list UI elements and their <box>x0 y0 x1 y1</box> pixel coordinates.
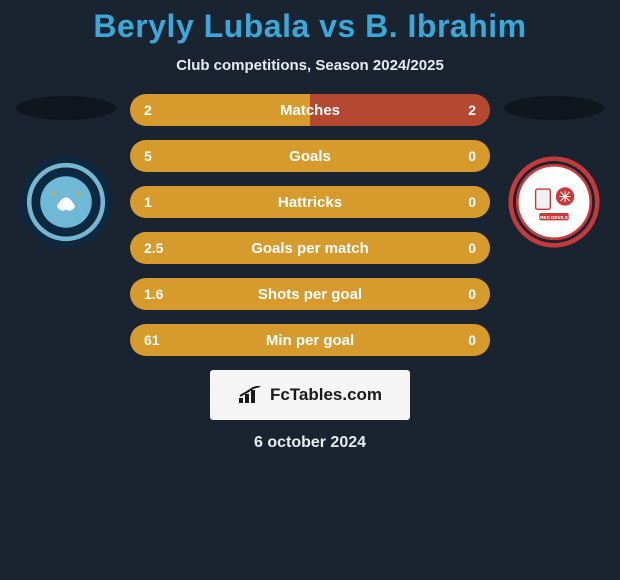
stat-bar-goals-per-match: 2.5 Goals per match 0 <box>130 232 490 264</box>
stat-label: Matches <box>280 102 340 119</box>
stat-label: Min per goal <box>266 332 354 349</box>
fctables-icon <box>238 386 264 404</box>
page-title: Beryly Lubala vs B. Ibrahim <box>0 8 620 45</box>
stat-value-left: 1.6 <box>144 286 163 302</box>
stat-value-left: 5 <box>144 148 152 164</box>
comparison-row: 2 Matches 2 5 Goals 0 1 Hattricks 0 2.5 Goals per … <box>0 92 620 356</box>
stat-bar-hattricks: 1 Hattricks 0 <box>130 186 490 218</box>
right-player-col: RED DEVILS <box>494 92 614 253</box>
player-shadow-left <box>16 96 116 120</box>
stat-value-right: 0 <box>468 240 476 256</box>
crawley-badge-icon: RED DEVILS <box>508 156 600 248</box>
watermark: FcTables.com <box>210 370 410 420</box>
right-team-badge: RED DEVILS <box>508 156 600 253</box>
player-shadow-right <box>504 96 604 120</box>
date-label: 6 october 2024 <box>0 434 620 452</box>
stat-label: Goals <box>289 148 331 165</box>
stats-column: 2 Matches 2 5 Goals 0 1 Hattricks 0 2.5 Goals per … <box>130 94 490 356</box>
stat-label: Goals per match <box>251 240 369 257</box>
stat-value-right: 0 <box>468 148 476 164</box>
left-team-badge <box>20 156 112 253</box>
stat-value-left: 61 <box>144 332 160 348</box>
stat-bar-goals: 5 Goals 0 <box>130 140 490 172</box>
subtitle: Club competitions, Season 2024/2025 <box>0 57 620 74</box>
svg-text:RED DEVILS: RED DEVILS <box>540 215 568 220</box>
stat-value-left: 2.5 <box>144 240 163 256</box>
watermark-text: FcTables.com <box>270 385 382 405</box>
stat-value-right: 0 <box>468 194 476 210</box>
stat-label: Shots per goal <box>258 286 362 303</box>
stat-bar-shots-per-goal: 1.6 Shots per goal 0 <box>130 278 490 310</box>
stat-value-right: 0 <box>468 286 476 302</box>
stat-value-left: 2 <box>144 102 152 118</box>
stat-bar-matches: 2 Matches 2 <box>130 94 490 126</box>
left-player-col <box>6 92 126 253</box>
stat-label: Hattricks <box>278 194 342 211</box>
stat-value-right: 0 <box>468 332 476 348</box>
stat-bar-min-per-goal: 61 Min per goal 0 <box>130 324 490 356</box>
wycombe-badge-icon <box>20 156 112 248</box>
stat-value-left: 1 <box>144 194 152 210</box>
stat-value-right: 2 <box>468 102 476 118</box>
